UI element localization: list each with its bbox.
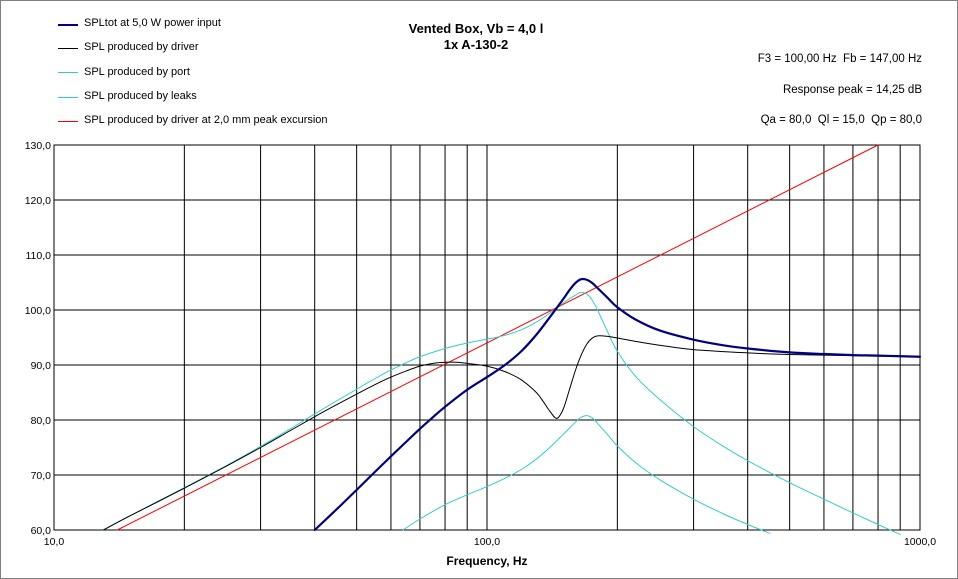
x-tick-label: 1000,0 (904, 536, 936, 548)
series-line-driver (102, 335, 921, 531)
legend-swatch-port (58, 72, 78, 73)
y-tick-label: 70,0 (31, 470, 52, 482)
y-tick-label: 130,0 (25, 140, 51, 152)
legend-swatch-spltot (58, 24, 78, 26)
legend-swatch-leaks (58, 97, 78, 98)
info-f3-fb: F3 = 100,00 Hz Fb = 147,00 Hz (757, 53, 922, 65)
legend-label-excursion: SPL produced by driver at 2,0 mm peak ex… (84, 114, 328, 126)
x-tick-label: 100,0 (474, 536, 500, 548)
y-tick-label: 100,0 (25, 305, 51, 317)
x-tick-label: 10,0 (44, 536, 65, 548)
grid (54, 144, 920, 531)
y-tick-label: 60,0 (31, 525, 52, 537)
y-tick-labels: 60,0 70,0 80,0 90,0 100,0 110,0 120,0 130,0 (25, 140, 51, 537)
legend-swatch-driver (58, 48, 78, 49)
series-line-leaks (402, 415, 771, 534)
legend-label-leaks: SPL produced by leaks (84, 90, 197, 102)
series-line-port (102, 291, 901, 535)
series-line-spltot (313, 277, 922, 532)
chart-title-line1: Vented Box, Vb = 4,0 l (408, 21, 544, 36)
x-tick-labels: 10,0 100,0 1000,0 (44, 536, 936, 548)
y-tick-label: 90,0 (31, 360, 52, 372)
info-q-values: Qa = 80,0 Ql = 15,0 Qp = 80,0 (760, 114, 922, 126)
legend-label-port: SPL produced by port (84, 66, 190, 78)
legend-label-driver: SPL produced by driver (84, 41, 199, 53)
series-layer (102, 144, 922, 535)
y-tick-label: 80,0 (31, 415, 52, 427)
legend-swatch-excursion (58, 121, 78, 122)
y-tick-label: 110,0 (26, 250, 52, 262)
legend-label-spltot: SPLtot at 5,0 W power input (84, 17, 221, 29)
y-tick-label: 120,0 (25, 195, 51, 207)
x-axis-label: Frequency, Hz (446, 554, 527, 568)
info-response-peak: Response peak = 14,25 dB (782, 84, 922, 96)
chart-title-line2: 1x A-130-2 (443, 37, 509, 52)
